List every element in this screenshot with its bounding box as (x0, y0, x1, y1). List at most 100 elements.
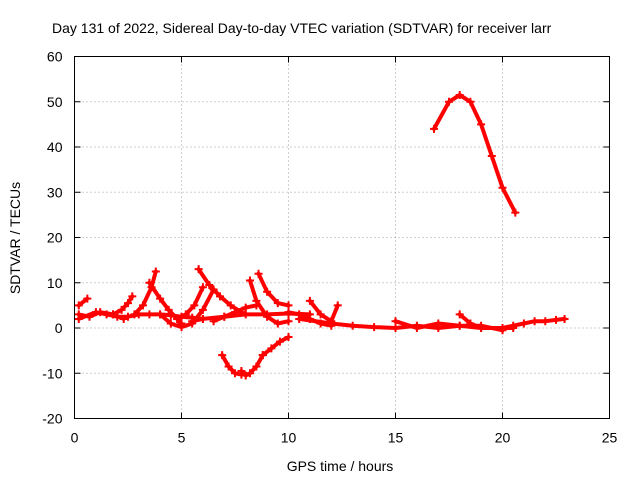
data-point-marker (198, 314, 207, 323)
x-tick-label: 15 (388, 430, 404, 446)
data-point-marker (194, 265, 203, 274)
data-series-group (74, 90, 569, 380)
data-point-marker (498, 183, 507, 192)
y-tick-label: 10 (47, 275, 63, 291)
data-point-marker (466, 319, 475, 328)
y-tick-label: -20 (42, 411, 62, 427)
y-tick-label: 50 (47, 94, 63, 110)
data-point-marker (245, 276, 254, 285)
data-point-marker (552, 315, 560, 324)
data-point-marker (498, 324, 507, 332)
data-point-marker (224, 362, 233, 371)
data-point-marker (85, 312, 94, 321)
y-tick-label: 20 (47, 230, 63, 246)
data-point-marker (188, 317, 197, 326)
data-point-marker (477, 120, 486, 129)
data-point-marker (412, 324, 421, 332)
data-point-marker (455, 90, 464, 99)
series-line-arc-22 (432, 93, 518, 215)
series-line-arc-8 (175, 285, 205, 321)
data-point-marker (316, 310, 325, 319)
data-point-marker (198, 305, 207, 314)
data-point-marker (263, 312, 272, 321)
data-point-marker (445, 97, 453, 106)
data-point-marker (145, 310, 154, 319)
data-point-marker (333, 301, 342, 310)
data-point-marker (560, 314, 569, 323)
data-point-marker (237, 370, 246, 379)
x-tick-label: 20 (495, 430, 511, 446)
data-point-marker (96, 308, 105, 317)
data-point-marker (284, 333, 293, 342)
x-axis-ticks: 0 5 10 15 20 25 (71, 56, 618, 446)
series-line-arc-18 (307, 298, 340, 324)
data-point-marker (430, 124, 439, 133)
data-point-marker (284, 308, 293, 317)
x-axis-label: GPS time / hours (287, 458, 394, 474)
y-tick-label: 60 (47, 49, 63, 65)
data-point-marker (267, 344, 276, 353)
y-axis-ticks: -20 -10 0 10 20 30 40 50 60 (42, 49, 610, 427)
data-point-marker (466, 97, 475, 106)
y-axis-label: SDTVAR / TECUs (7, 182, 23, 294)
data-point-marker (138, 301, 147, 310)
data-point-marker (205, 281, 214, 290)
data-point-marker (124, 299, 132, 308)
data-point-marker (241, 310, 250, 319)
data-point-marker (156, 294, 165, 303)
data-point-marker (455, 310, 464, 319)
y-tick-label: 40 (47, 139, 63, 155)
data-point-marker (348, 321, 357, 330)
data-point-marker (434, 319, 443, 328)
data-point-marker (109, 310, 118, 319)
data-point-marker (284, 301, 293, 310)
data-point-marker (391, 324, 400, 332)
data-point-marker (198, 283, 207, 292)
data-point-marker (164, 305, 173, 314)
data-point-marker (391, 317, 400, 326)
data-point-marker (177, 323, 186, 332)
data-point-marker (275, 337, 284, 346)
y-tick-label: 0 (55, 320, 63, 336)
x-tick-label: 25 (602, 430, 618, 446)
series-line-arc-14 (260, 335, 291, 358)
data-point-marker (130, 310, 139, 319)
data-point-marker (128, 292, 137, 301)
data-point-marker (511, 208, 520, 217)
grid-lines (74, 56, 610, 419)
chart-title: Day 131 of 2022, Sidereal Day-to-day VTE… (52, 20, 552, 36)
series-line-arc-5 (132, 269, 158, 317)
y-tick-label: 30 (47, 184, 63, 200)
series-line-arc-7 (158, 287, 216, 330)
data-point-marker (263, 287, 272, 296)
data-point-marker (156, 310, 165, 319)
data-point-marker (477, 324, 486, 332)
data-point-marker (190, 301, 199, 310)
data-point-marker (295, 314, 304, 323)
data-point-marker (220, 312, 229, 321)
data-point-marker (231, 369, 239, 378)
data-point-marker (258, 351, 267, 360)
data-point-marker (530, 317, 539, 326)
data-point-marker (74, 301, 83, 310)
data-point-marker (252, 362, 261, 371)
data-point-marker (209, 317, 218, 326)
data-point-marker (241, 303, 250, 312)
y-tick-label: -10 (42, 365, 62, 381)
data-point-marker (181, 310, 190, 319)
data-point-marker (273, 299, 282, 308)
data-point-marker (305, 296, 314, 305)
data-point-marker (327, 319, 336, 328)
data-point-marker (218, 351, 227, 360)
data-point-marker (145, 278, 154, 287)
series-line-arc-4 (111, 294, 135, 317)
data-point-marker (455, 321, 464, 330)
data-point-marker (284, 317, 293, 326)
data-point-marker (83, 294, 92, 303)
data-point-marker (231, 308, 239, 317)
data-point-marker (370, 323, 379, 332)
data-point-marker (254, 269, 263, 278)
data-point-marker (487, 152, 496, 161)
x-tick-label: 5 (178, 430, 186, 446)
